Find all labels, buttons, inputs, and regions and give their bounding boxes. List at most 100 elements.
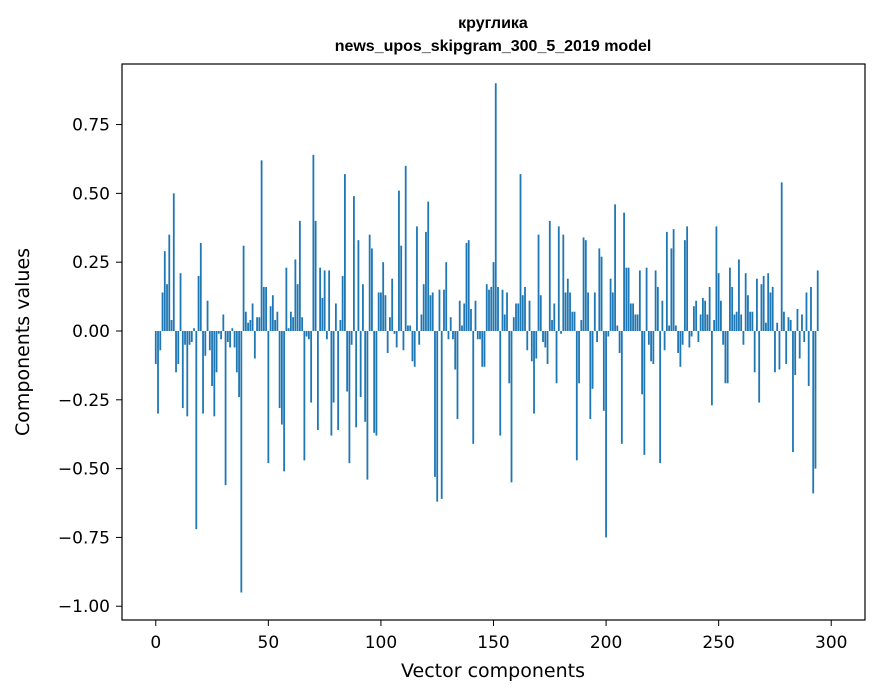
bar-9	[175, 330, 177, 373]
bar-231	[674, 325, 677, 331]
bar-262	[744, 273, 747, 331]
bar-269	[760, 284, 763, 331]
y-tick-label: −0.50	[58, 460, 110, 480]
bar-203	[611, 292, 614, 331]
bar-276	[776, 322, 779, 331]
bar-172	[542, 330, 544, 342]
bar-144	[479, 330, 481, 340]
bar-260	[740, 314, 743, 331]
bar-18	[195, 330, 198, 530]
bar-234	[681, 330, 684, 345]
bar-244	[704, 300, 707, 331]
bar-105	[391, 278, 394, 331]
bar-79	[332, 330, 335, 403]
bar-233	[679, 330, 682, 367]
bar-57	[283, 330, 286, 472]
bar-17	[193, 328, 195, 331]
bar-169	[535, 330, 538, 359]
bar-157	[508, 330, 511, 384]
bar-99	[377, 292, 380, 331]
x-tick-label: 250	[702, 633, 734, 653]
bar-256	[731, 286, 734, 331]
bar-14	[186, 330, 189, 417]
bar-245	[706, 314, 709, 331]
bar-36	[235, 330, 238, 373]
bar-74	[321, 297, 324, 331]
bar-59	[287, 328, 290, 331]
bar-25	[211, 330, 213, 387]
bar-137	[463, 303, 466, 331]
bar-226	[663, 330, 666, 351]
bar-152	[497, 286, 499, 331]
bar-148	[488, 289, 490, 331]
bar-270	[762, 275, 765, 331]
bar-178	[555, 330, 558, 384]
bar-261	[742, 330, 745, 345]
bar-111	[404, 165, 407, 331]
bar-156	[506, 292, 508, 331]
bar-84	[344, 174, 346, 331]
bar-43	[251, 303, 254, 331]
bar-77	[328, 270, 331, 331]
bar-21	[202, 330, 204, 414]
bar-224	[659, 330, 662, 464]
bar-216	[641, 330, 643, 395]
bar-35	[233, 330, 236, 348]
bar-96	[371, 248, 373, 331]
bar-214	[636, 314, 639, 331]
bar-294	[816, 270, 819, 331]
bar-221	[652, 330, 655, 365]
bar-108	[398, 190, 400, 331]
bar-288	[803, 330, 806, 342]
bar-122	[429, 295, 432, 331]
bar-215	[638, 270, 641, 331]
bar-28	[217, 330, 220, 334]
bar-53	[274, 319, 276, 331]
bar-46	[258, 317, 261, 331]
bar-162	[519, 174, 522, 331]
bar-165	[526, 330, 529, 351]
bar-120	[425, 231, 427, 331]
bar-163	[521, 295, 524, 331]
bar-135	[458, 300, 461, 331]
bar-158	[510, 330, 513, 483]
bar-12	[181, 330, 184, 409]
y-tick-label: 0.00	[72, 322, 110, 342]
bar-249	[715, 226, 718, 331]
bar-167	[530, 330, 533, 362]
chart-subtitle: news_upos_skipgram_300_5_2019 model	[335, 38, 652, 55]
bar-54	[276, 311, 279, 331]
bar-188	[578, 330, 580, 384]
bar-125	[436, 330, 439, 502]
bar-184	[569, 292, 571, 331]
bar-106	[393, 330, 396, 334]
bar-246	[708, 286, 711, 331]
bar-126	[438, 289, 441, 331]
bar-1	[157, 330, 159, 414]
bar-97	[373, 330, 376, 433]
bar-41	[247, 322, 249, 331]
bar-292	[812, 330, 815, 494]
bar-20	[199, 242, 202, 331]
bar-277	[778, 330, 781, 370]
bar-29	[220, 330, 222, 340]
bar-86	[348, 330, 351, 464]
bar-257	[733, 314, 736, 331]
bar-15	[188, 330, 191, 345]
x-tick-label: 0	[150, 633, 161, 653]
bar-255	[729, 267, 731, 331]
bar-190	[582, 237, 585, 331]
bar-65	[301, 317, 304, 331]
bar-219	[647, 330, 650, 345]
bar-87	[350, 330, 353, 345]
bar-265	[751, 311, 754, 331]
bar-248	[713, 319, 716, 331]
bar-7	[170, 319, 173, 331]
bar-193	[589, 330, 592, 420]
bar-208	[623, 212, 625, 331]
bar-19	[197, 275, 200, 331]
bar-31	[224, 330, 227, 486]
bar-278	[780, 182, 783, 331]
bar-170	[537, 234, 540, 331]
bar-282	[789, 319, 792, 331]
